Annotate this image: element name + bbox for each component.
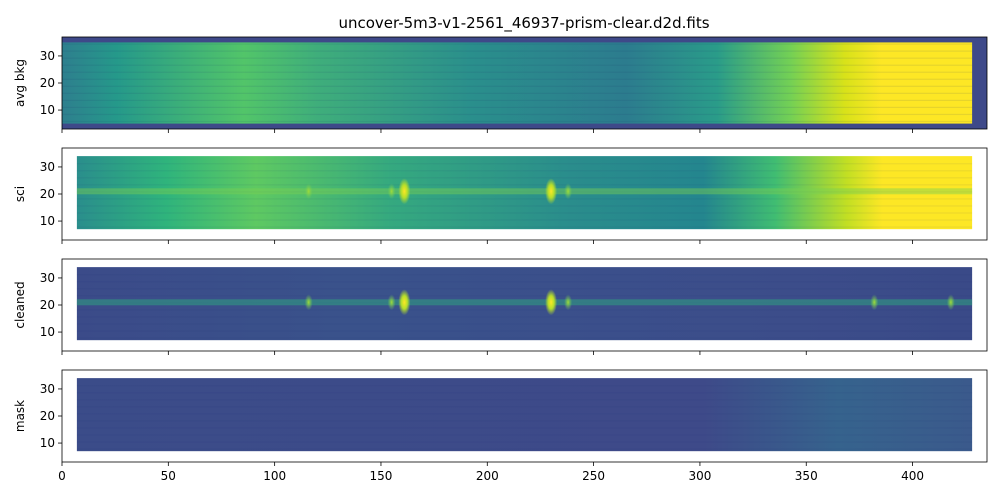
y-axis-label: mask <box>13 400 27 432</box>
emission-line-2 <box>398 178 411 205</box>
emission-line-1 <box>387 183 396 200</box>
y-tick-label: 10 <box>40 436 55 450</box>
emission-line-3 <box>545 289 558 316</box>
cleaned-panel: 10 20 30 cleaned <box>13 258 988 355</box>
chart-title: uncover-5m3-v1-2561_46937-prism-clear.d2… <box>338 14 709 33</box>
spectral-trace <box>76 299 973 306</box>
avg-bkg-panel: 10 20 30 avg bkg <box>13 36 988 133</box>
x-tick-label: 400 <box>901 469 924 483</box>
y-tick-label: 20 <box>40 298 55 312</box>
emission-line-0 <box>304 294 313 311</box>
x-tick-label: 300 <box>688 469 711 483</box>
emission-line-3 <box>545 178 558 205</box>
x-tick-label: 150 <box>370 469 393 483</box>
y-tick-label: 10 <box>40 325 55 339</box>
mask-panel: 10 20 30 mask 0 50 100 150 200 250 300 350 400 <box>13 369 988 483</box>
y-tick-label: 30 <box>40 271 55 285</box>
y-axis-label: sci <box>13 186 27 202</box>
y-tick-label: 30 <box>40 49 55 63</box>
y-tick-label: 20 <box>40 187 55 201</box>
heatmap-row-bands <box>76 163 973 228</box>
y-tick-label: 20 <box>40 409 55 423</box>
heatmap-row-bands <box>76 385 973 450</box>
emission-line-4 <box>564 294 573 311</box>
emission-line-5 <box>870 294 879 311</box>
y-tick-label: 30 <box>40 160 55 174</box>
y-axis-label: cleaned <box>13 281 27 328</box>
x-tick-label: 50 <box>161 469 176 483</box>
y-axis-label: avg bkg <box>13 59 27 107</box>
x-tick-label: 250 <box>582 469 605 483</box>
heatmap-image <box>76 378 973 452</box>
y-tick-label: 10 <box>40 214 55 228</box>
emission-line-1 <box>387 294 396 311</box>
spectral-trace <box>76 188 973 195</box>
emission-line-0 <box>304 183 313 200</box>
y-tick-label: 10 <box>40 103 55 117</box>
sci-panel: 10 20 30 sci <box>13 147 988 244</box>
x-tick-label: 0 <box>58 469 66 483</box>
y-tick-label: 20 <box>40 76 55 90</box>
y-tick-label: 30 <box>40 382 55 396</box>
emission-line-6 <box>946 294 955 311</box>
heatmap-image <box>62 42 973 124</box>
emission-line-4 <box>564 183 573 200</box>
x-tick-label: 350 <box>795 469 818 483</box>
x-tick-label: 200 <box>476 469 499 483</box>
heatmap-image <box>76 156 973 230</box>
x-tick-label: 100 <box>263 469 286 483</box>
emission-line-2 <box>398 289 411 316</box>
heatmap-row-bands <box>62 43 973 123</box>
